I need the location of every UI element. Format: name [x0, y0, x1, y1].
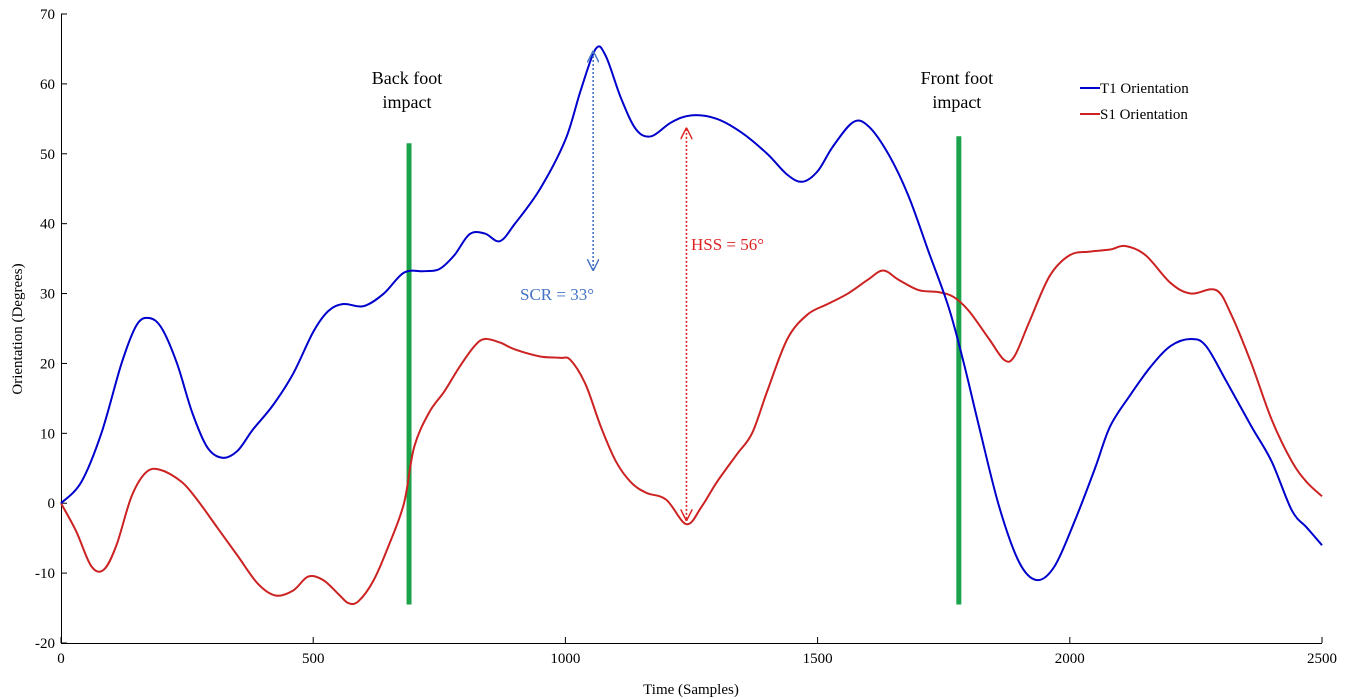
- series-line-t1: [60, 45, 1323, 582]
- event-label-line1: Back foot: [372, 68, 442, 88]
- event-label-line2: impact: [383, 92, 432, 112]
- y-axis-title: Orientation (Degrees): [10, 263, 26, 394]
- legend: T1 Orientation S1 Orientation: [1080, 81, 1189, 123]
- event-label-line2: impact: [932, 92, 981, 112]
- axis-ticks: 0 500 1000 1500 2000 2500 -20 -10 0 10 20 30 40 50 60 7…: [35, 7, 1337, 667]
- legend-label: S1 Orientation: [1100, 107, 1188, 123]
- annotation-label: HSS = 56°: [691, 235, 764, 254]
- y-tick-label: 70: [40, 7, 55, 23]
- event-markers: Back foot impact Front foot impact: [372, 68, 993, 605]
- event-label-line1: Front foot: [921, 68, 994, 88]
- y-tick-label: 0: [48, 496, 56, 512]
- x-tick-label: 0: [57, 651, 65, 667]
- y-tick-label: 40: [40, 217, 55, 233]
- y-tick-label: 60: [40, 77, 55, 93]
- y-tick-label: -20: [35, 636, 55, 652]
- axes: [61, 14, 1322, 644]
- series-line-s1: [60, 244, 1323, 606]
- y-tick-label: 20: [40, 356, 55, 372]
- annotation-label: SCR = 33°: [520, 285, 594, 304]
- y-tick-label: -10: [35, 566, 55, 582]
- x-tick-label: 1500: [803, 651, 833, 667]
- x-tick-label: 2000: [1055, 651, 1085, 667]
- x-tick-label: 500: [302, 651, 325, 667]
- legend-label: T1 Orientation: [1100, 81, 1189, 97]
- x-tick-label: 2500: [1307, 651, 1337, 667]
- y-tick-label: 10: [40, 426, 55, 442]
- y-tick-label: 30: [40, 287, 55, 303]
- x-axis-title: Time (Samples): [643, 682, 739, 698]
- x-tick-label: 1000: [550, 651, 580, 667]
- data-series: [60, 45, 1323, 606]
- y-tick-label: 50: [40, 147, 55, 163]
- annotations: SCR = 33° HSS = 56°: [520, 52, 764, 520]
